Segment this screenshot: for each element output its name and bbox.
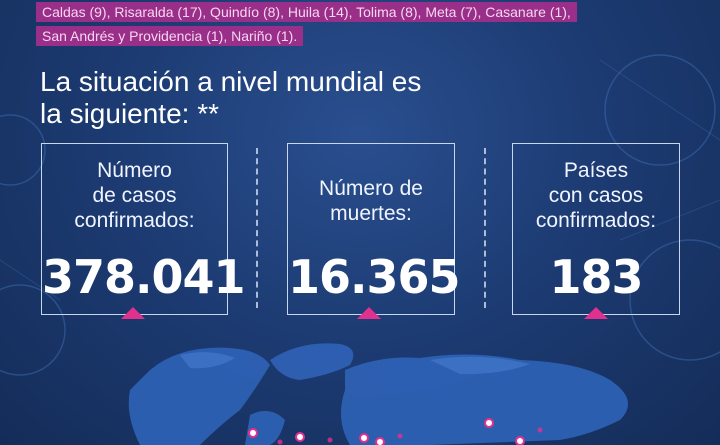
- stat-label: confirmados:: [74, 209, 195, 232]
- case-marker-dot: [295, 432, 305, 442]
- stat-box-confirmed-cases: Número de casos confirmados: 378.041: [41, 143, 246, 315]
- stat-label: Países: [563, 159, 629, 182]
- dashed-divider: [256, 148, 258, 308]
- stat-label: muertes:: [330, 202, 412, 225]
- stat-value-confirmed-cases: 378.041: [42, 250, 246, 304]
- case-marker-dot: [515, 436, 525, 445]
- stat-label: con casos: [548, 184, 644, 207]
- case-marker-dot: [375, 437, 385, 445]
- case-marker-dot: [484, 418, 494, 428]
- case-marker-dot: [397, 433, 403, 439]
- case-marker-dot: [327, 437, 333, 443]
- stat-box-countries: Países con casos confirmados: 183: [512, 143, 680, 315]
- triangle-marker-icon: [121, 307, 145, 319]
- dashed-divider: [484, 148, 486, 308]
- triangle-marker-icon: [357, 307, 381, 319]
- stat-label: Número: [97, 159, 172, 182]
- triangle-marker-icon: [584, 307, 608, 319]
- case-marker-dot: [277, 439, 283, 445]
- stat-value-countries: 183: [549, 250, 643, 304]
- section-heading-line-2: la siguiente: **: [40, 98, 220, 129]
- region-cases-line-2: San Andrés y Providencia (1), Nariño (1)…: [36, 26, 304, 46]
- region-cases-line-1: Caldas (9), Risaralda (17), Quindío (8),…: [36, 2, 577, 22]
- stat-label: Número de: [319, 177, 423, 200]
- case-marker-dot: [248, 428, 258, 438]
- section-heading-line-1: La situación a nivel mundial es: [40, 66, 422, 97]
- stat-box-deaths: Número de muertes: 16.365: [287, 143, 461, 315]
- world-map: [128, 343, 628, 445]
- case-marker-dot: [359, 433, 369, 443]
- stat-label: de casos: [92, 184, 177, 207]
- stat-label: confirmados:: [535, 209, 657, 232]
- stat-value-deaths: 16.365: [288, 250, 461, 304]
- case-marker-dot: [537, 427, 543, 433]
- section-heading: La situación a nivel mundial es la sigui…: [40, 66, 560, 130]
